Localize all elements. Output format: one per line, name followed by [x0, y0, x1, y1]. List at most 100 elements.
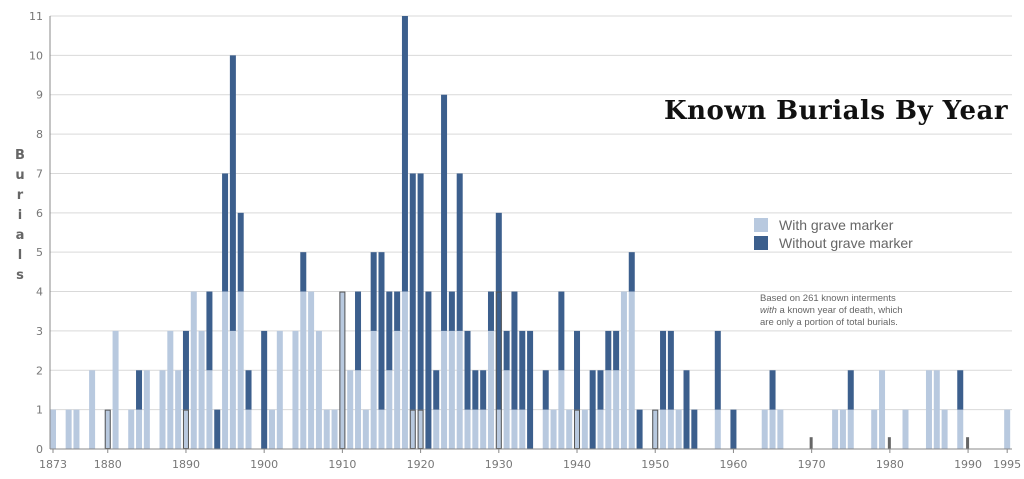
- y-tick-label: 5: [36, 246, 43, 259]
- bar-without-marker: [589, 370, 596, 449]
- bar-with-marker: [268, 409, 275, 449]
- y-tick-label: 2: [36, 364, 43, 377]
- bar-with-marker: [128, 409, 135, 449]
- bar-with-marker: [550, 409, 557, 449]
- bar-without-marker: [214, 409, 221, 449]
- bar-with-marker: [667, 409, 674, 449]
- y-tick-label: 4: [36, 286, 43, 299]
- bar-without-marker: [714, 330, 721, 410]
- note-line-2-text: a known year of death, which: [776, 305, 903, 316]
- bar-without-marker: [229, 55, 236, 331]
- bar-without-marker: [605, 330, 612, 371]
- bar-with-marker: [245, 409, 252, 449]
- bar-without-marker: [409, 173, 416, 410]
- legend: With grave marker Without grave marker: [754, 216, 913, 252]
- bar-with-marker: [574, 409, 581, 449]
- bar-without-marker: [448, 291, 455, 331]
- bar-with-marker: [394, 330, 401, 449]
- bar-without-marker: [527, 330, 534, 449]
- bars: [50, 16, 1011, 449]
- bar-with-marker: [902, 409, 909, 449]
- x-tick-label: 1910: [328, 458, 356, 471]
- y-axis-title-letter: s: [16, 268, 24, 283]
- bar-with-marker: [331, 409, 338, 449]
- bar-with-marker: [714, 409, 721, 449]
- bar-without-marker: [487, 291, 494, 331]
- x-tick-label: 1970: [798, 458, 826, 471]
- bar-with-marker: [89, 370, 96, 449]
- bar-without-marker: [300, 252, 307, 292]
- bar-with-marker: [175, 370, 182, 449]
- bar-with-marker: [323, 409, 330, 449]
- legend-swatch-with-marker: [754, 218, 768, 232]
- y-tick-label: 11: [29, 10, 43, 23]
- bar-with-marker: [50, 409, 56, 449]
- bar-with-marker: [300, 291, 307, 449]
- note-line-1: Based on 261 known interments: [760, 293, 896, 304]
- bar-with-marker: [448, 330, 455, 449]
- bar-with-marker: [769, 409, 776, 449]
- bar-without-marker: [769, 370, 776, 410]
- bar-without-marker: [464, 330, 471, 410]
- bar-without-marker: [495, 212, 502, 410]
- bar-with-marker: [495, 409, 502, 449]
- bar-small-mark: [809, 437, 813, 449]
- y-tick-label: 7: [36, 167, 43, 180]
- bar-without-marker: [386, 291, 393, 371]
- bar-without-marker: [401, 16, 408, 292]
- bar-with-marker: [832, 409, 839, 449]
- bar-with-marker: [409, 409, 416, 449]
- bar-without-marker: [503, 330, 510, 371]
- bar-with-marker: [143, 370, 150, 449]
- bar-with-marker: [222, 291, 229, 449]
- bar-with-marker: [941, 409, 948, 449]
- y-axis-title-letter: i: [17, 208, 23, 223]
- bar-without-marker: [730, 409, 737, 449]
- bar-without-marker: [417, 173, 424, 410]
- bar-with-marker: [292, 330, 299, 449]
- bar-without-marker: [394, 291, 401, 331]
- bar-without-marker: [425, 291, 432, 449]
- bar-with-marker: [566, 409, 573, 449]
- y-axis-title-letter: r: [16, 188, 24, 203]
- bar-without-marker: [433, 370, 440, 410]
- y-tick-label: 1: [36, 404, 43, 417]
- bar-with-marker: [464, 409, 471, 449]
- bar-without-marker: [957, 370, 964, 410]
- bar-with-marker: [456, 330, 463, 449]
- bar-with-marker: [871, 409, 878, 449]
- bar-without-marker: [519, 330, 526, 410]
- bar-with-marker: [112, 330, 119, 449]
- y-tick-label: 6: [36, 207, 43, 220]
- bar-with-marker: [761, 409, 768, 449]
- bar-without-marker: [667, 330, 674, 410]
- x-tick-label: 1980: [876, 458, 904, 471]
- bar-with-marker: [652, 409, 659, 449]
- bar-without-marker: [237, 212, 244, 292]
- chart-title: Known Burials By Year: [664, 96, 1009, 126]
- bar-without-marker: [378, 252, 385, 410]
- bar-without-marker: [441, 94, 448, 331]
- bar-with-marker: [73, 409, 80, 449]
- bar-with-marker: [206, 370, 213, 449]
- note-emphasis: with: [760, 305, 777, 316]
- x-tick-label: 1960: [719, 458, 747, 471]
- bar-without-marker: [182, 330, 189, 410]
- bar-without-marker: [636, 409, 643, 449]
- legend-swatch-without-marker: [754, 236, 768, 250]
- bar-with-marker: [104, 409, 111, 449]
- bar-without-marker: [456, 173, 463, 331]
- bar-without-marker: [261, 330, 268, 449]
- bar-without-marker: [355, 291, 362, 371]
- bar-with-marker: [308, 291, 315, 449]
- bar-without-marker: [597, 370, 604, 410]
- bar-with-marker: [628, 291, 635, 449]
- bar-small-mark: [966, 437, 970, 449]
- x-tick-label: 1995: [993, 458, 1021, 471]
- bar-with-marker: [198, 330, 205, 449]
- bar-with-marker: [190, 291, 197, 449]
- bar-without-marker: [691, 409, 698, 449]
- x-tick-label: 1950: [641, 458, 669, 471]
- y-tick-label: 10: [29, 49, 43, 62]
